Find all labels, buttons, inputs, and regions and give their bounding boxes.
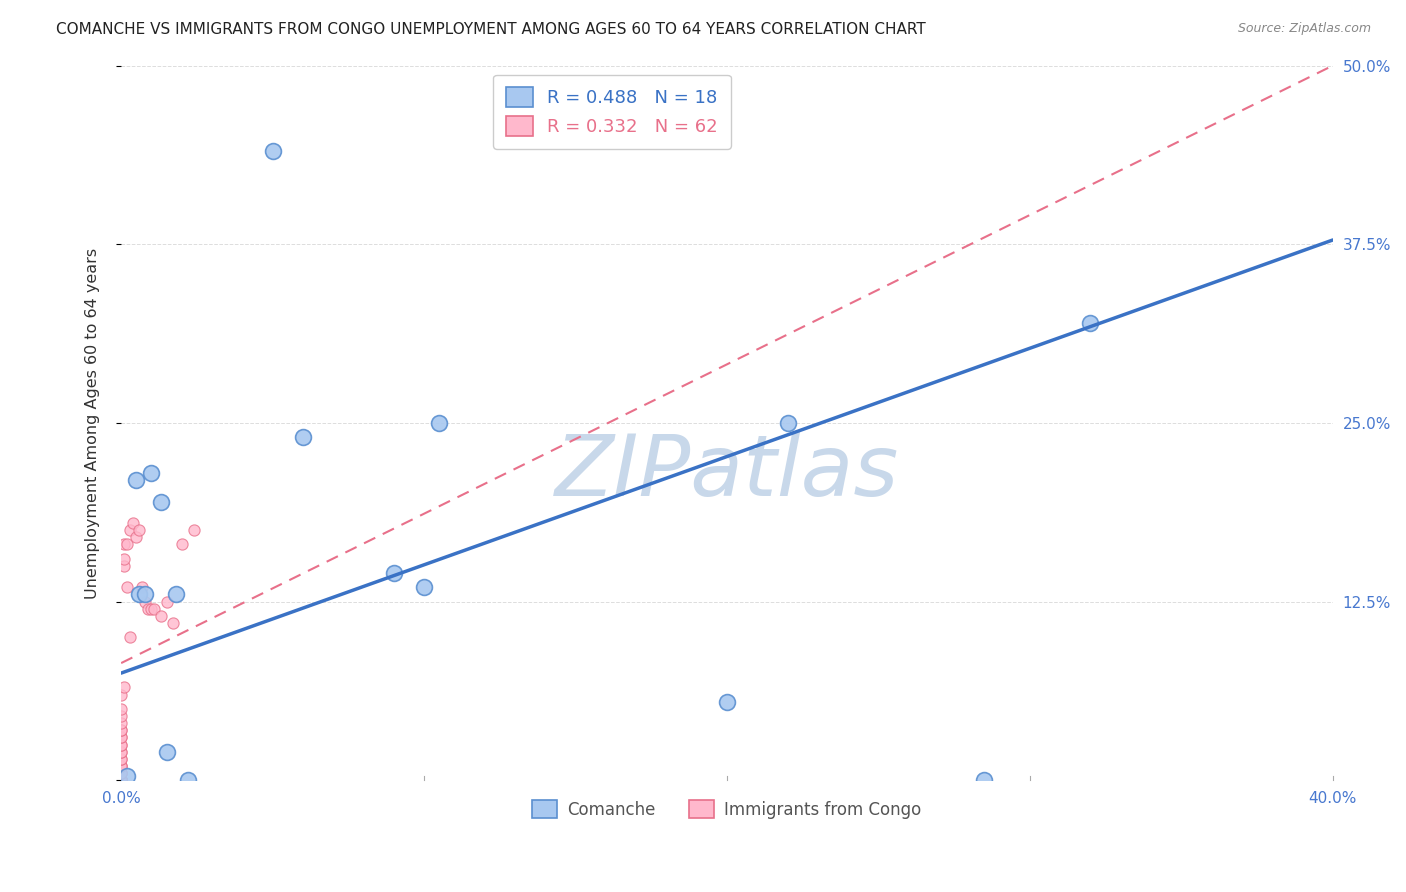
Point — [149, 494, 172, 508]
Point — [110, 766, 132, 780]
Point — [128, 523, 150, 537]
Point — [291, 430, 314, 444]
Point — [110, 752, 132, 766]
Point — [134, 594, 156, 608]
Text: COMANCHE VS IMMIGRANTS FROM CONGO UNEMPLOYMENT AMONG AGES 60 TO 64 YEARS CORRELA: COMANCHE VS IMMIGRANTS FROM CONGO UNEMPL… — [56, 22, 927, 37]
Point — [413, 580, 436, 594]
Point — [165, 587, 187, 601]
Point — [112, 681, 135, 695]
Point — [110, 766, 132, 780]
Point — [110, 773, 132, 788]
Point — [134, 587, 156, 601]
Point — [110, 766, 132, 780]
Point — [131, 580, 153, 594]
Point — [110, 688, 132, 702]
Point — [110, 723, 132, 738]
Point — [110, 773, 132, 788]
Point — [141, 466, 163, 480]
Point — [110, 773, 132, 788]
Point — [262, 145, 284, 159]
Point — [128, 587, 150, 601]
Point — [110, 773, 132, 788]
Text: ZIPatlas: ZIPatlas — [555, 432, 898, 515]
Point — [110, 738, 132, 752]
Point — [115, 580, 138, 594]
Point — [115, 769, 138, 783]
Point — [149, 608, 172, 623]
Point — [125, 473, 148, 487]
Point — [1080, 316, 1102, 330]
Point — [110, 773, 132, 788]
Point — [110, 731, 132, 745]
Point — [110, 723, 132, 738]
Point — [110, 752, 132, 766]
Point — [110, 773, 132, 788]
Point — [138, 601, 160, 615]
Point — [120, 523, 142, 537]
Point — [115, 537, 138, 551]
Point — [110, 773, 132, 788]
Point — [177, 773, 200, 788]
Text: Source: ZipAtlas.com: Source: ZipAtlas.com — [1237, 22, 1371, 36]
Point — [110, 773, 132, 788]
Point — [110, 716, 132, 731]
Point — [110, 773, 132, 788]
Point — [141, 601, 163, 615]
Point — [110, 773, 132, 788]
Point — [110, 773, 132, 788]
Point — [110, 773, 132, 788]
Point — [155, 745, 177, 759]
Point — [110, 773, 132, 788]
Point — [382, 566, 405, 580]
Point — [110, 738, 132, 752]
Point — [110, 702, 132, 716]
Point — [110, 709, 132, 723]
Point — [122, 516, 145, 530]
Point — [427, 416, 450, 430]
Point — [110, 759, 132, 773]
Point — [110, 773, 132, 788]
Point — [162, 616, 184, 631]
Point — [110, 773, 132, 788]
Point — [110, 766, 132, 780]
Point — [155, 594, 177, 608]
Point — [110, 759, 132, 773]
Point — [110, 773, 132, 788]
Point — [112, 551, 135, 566]
Point — [776, 416, 799, 430]
Point — [110, 773, 132, 788]
Point — [112, 558, 135, 573]
Point — [170, 537, 193, 551]
Point — [183, 523, 205, 537]
Legend: Comanche, Immigrants from Congo: Comanche, Immigrants from Congo — [526, 794, 928, 826]
Point — [973, 773, 995, 788]
Point — [110, 773, 132, 788]
Point — [143, 601, 166, 615]
Point — [125, 530, 148, 544]
Point — [716, 695, 738, 709]
Point — [110, 773, 132, 788]
Point — [110, 745, 132, 759]
Point — [110, 745, 132, 759]
Point — [110, 773, 132, 788]
Point — [110, 759, 132, 773]
Point — [112, 537, 135, 551]
Y-axis label: Unemployment Among Ages 60 to 64 years: Unemployment Among Ages 60 to 64 years — [86, 247, 100, 599]
Point — [110, 731, 132, 745]
Point — [120, 631, 142, 645]
